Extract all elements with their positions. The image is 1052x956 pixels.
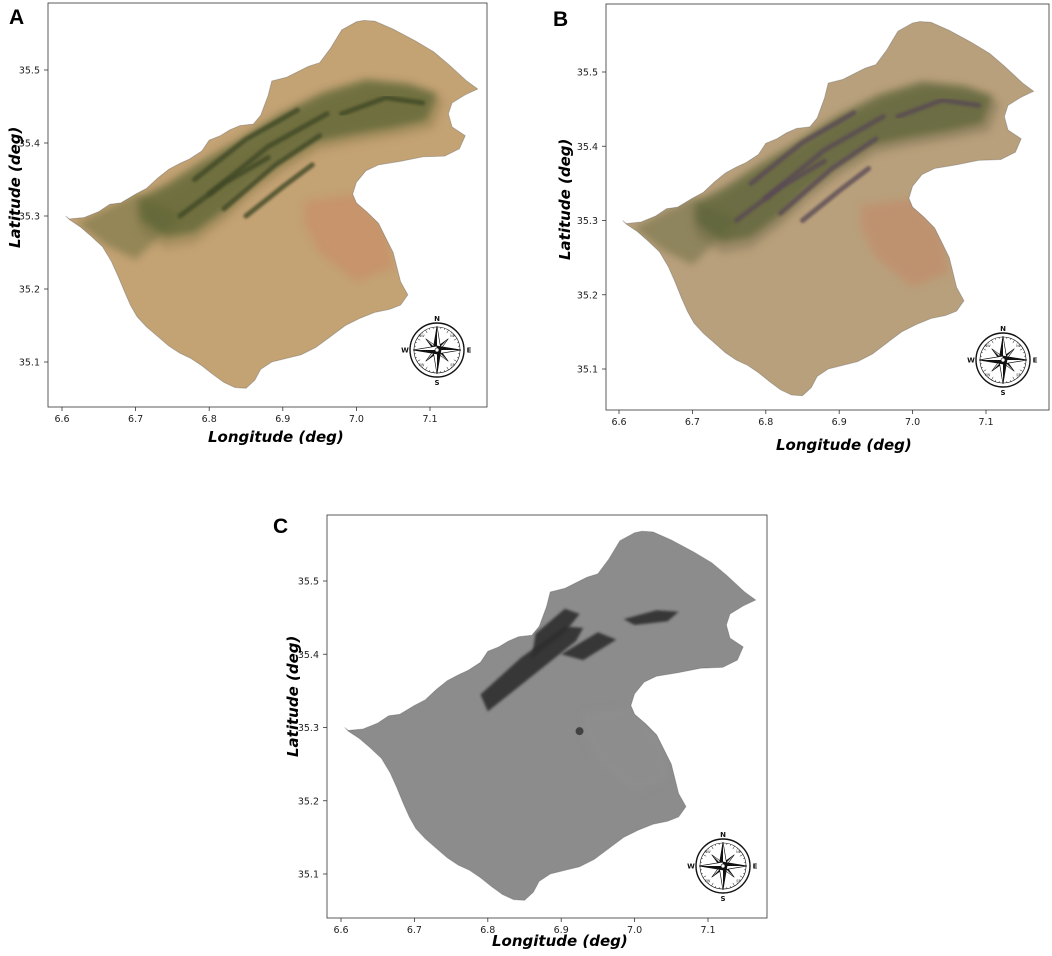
x-axis-label: Longitude (deg) bbox=[208, 428, 344, 446]
y-tick-label: 35.2 bbox=[577, 290, 598, 301]
region-map bbox=[344, 531, 756, 901]
compass-north-label: N bbox=[720, 831, 726, 839]
y-tick-label: 35.3 bbox=[577, 216, 598, 227]
x-tick-label: 6.8 bbox=[758, 417, 773, 428]
compass-west-label: W bbox=[401, 347, 409, 355]
compass-west-label: W bbox=[687, 863, 695, 871]
map-plot: 6.6 6.7 6.8 6.9 7.0 7.1 35.1 35.2 35.3 35.4 35.5 N S… bbox=[19, 2, 488, 425]
x-tick-label: 7.0 bbox=[627, 925, 642, 936]
compass-north-label: N bbox=[1000, 325, 1006, 333]
y-tick-label: 35.2 bbox=[19, 285, 40, 296]
compass-east-label: E bbox=[467, 347, 472, 355]
x-tick-label: 6.8 bbox=[480, 925, 495, 936]
panel-label: B bbox=[553, 8, 569, 31]
compass-ne-label: NE bbox=[736, 850, 741, 854]
y-tick-label: 35.5 bbox=[577, 68, 598, 79]
x-tick-label: 6.9 bbox=[275, 414, 290, 425]
compass-north-label: N bbox=[434, 315, 440, 323]
region-map bbox=[65, 20, 478, 389]
map-plot: 6.6 6.7 6.8 6.9 7.0 7.1 35.1 35.2 35.3 35.4 35.5 N S… bbox=[298, 514, 768, 936]
map-panel-b: B 6.6 6.7 6.8 6.9 7.0 7.1 35.1 35.2 35.3 35.4 35.5… bbox=[550, 0, 1052, 470]
compass-sw-label: SW bbox=[705, 879, 711, 883]
compass-east-label: E bbox=[1033, 357, 1038, 365]
x-tick-label: 6.6 bbox=[54, 414, 69, 425]
x-tick-label: 6.7 bbox=[128, 414, 143, 425]
map-plot: 6.6 6.7 6.8 6.9 7.0 7.1 35.1 35.2 35.3 35.4 35.5 N S… bbox=[577, 3, 1050, 428]
compass-east-label: E bbox=[753, 863, 758, 871]
compass-nw-label: NW bbox=[704, 850, 711, 854]
x-tick-label: 6.7 bbox=[685, 417, 700, 428]
x-axis-label: Longitude (deg) bbox=[776, 436, 912, 454]
x-tick-label: 7.0 bbox=[349, 414, 364, 425]
map-panel-c: C 6.6 6.7 6.8 6.9 7.0 7.1 35.1 35.2 35.3 35.4 35.5… bbox=[270, 510, 780, 956]
y-tick-label: 35.1 bbox=[19, 358, 40, 369]
compass-se-label: SE bbox=[450, 363, 454, 367]
x-tick-label: 6.6 bbox=[333, 925, 348, 936]
y-tick-label: 35.2 bbox=[298, 796, 319, 807]
compass-sw-label: SW bbox=[985, 373, 991, 377]
y-tick-label: 35.3 bbox=[19, 212, 40, 223]
compass-nw-label: NW bbox=[418, 334, 425, 338]
y-tick-label: 35.5 bbox=[298, 577, 319, 588]
compass-west-label: W bbox=[967, 357, 975, 365]
y-axis-label: Latitude (deg) bbox=[556, 138, 574, 260]
y-tick-label: 35.4 bbox=[19, 139, 40, 150]
panel-label: A bbox=[9, 6, 25, 29]
x-tick-label: 6.7 bbox=[407, 925, 422, 936]
y-tick-label: 35.4 bbox=[298, 650, 319, 661]
panel-label: C bbox=[273, 515, 289, 538]
map-panel-a: A 6.6 6.7 6.8 6.9 7.0 7.1 35.1 35.2 35.3 35.4 35.5… bbox=[0, 0, 500, 470]
compass-sw-label: SW bbox=[419, 363, 425, 367]
compass-south-label: S bbox=[1000, 389, 1005, 397]
y-axis-label: Latitude (deg) bbox=[284, 635, 302, 757]
compass-se-label: SE bbox=[1016, 373, 1020, 377]
y-axis-label: Latitude (deg) bbox=[6, 126, 24, 248]
compass-ne-label: NE bbox=[1016, 344, 1021, 348]
x-tick-label: 6.8 bbox=[202, 414, 217, 425]
y-tick-label: 35.1 bbox=[298, 870, 319, 881]
compass-south-label: S bbox=[434, 379, 439, 387]
compass-nw-label: NW bbox=[984, 344, 991, 348]
x-tick-label: 7.0 bbox=[905, 417, 920, 428]
x-tick-label: 7.1 bbox=[700, 925, 715, 936]
compass-south-label: S bbox=[720, 895, 725, 903]
compass-ne-label: NE bbox=[450, 334, 455, 338]
x-axis-label: Longitude (deg) bbox=[492, 932, 628, 950]
x-tick-label: 6.9 bbox=[554, 925, 569, 936]
y-tick-label: 35.4 bbox=[577, 142, 598, 153]
x-tick-label: 7.1 bbox=[978, 417, 993, 428]
y-tick-label: 35.5 bbox=[19, 66, 40, 77]
x-tick-label: 6.9 bbox=[832, 417, 847, 428]
x-tick-label: 6.6 bbox=[611, 417, 626, 428]
y-tick-label: 35.3 bbox=[298, 723, 319, 734]
compass-se-label: SE bbox=[736, 879, 740, 883]
x-tick-label: 7.1 bbox=[422, 414, 437, 425]
y-tick-label: 35.1 bbox=[577, 365, 598, 376]
